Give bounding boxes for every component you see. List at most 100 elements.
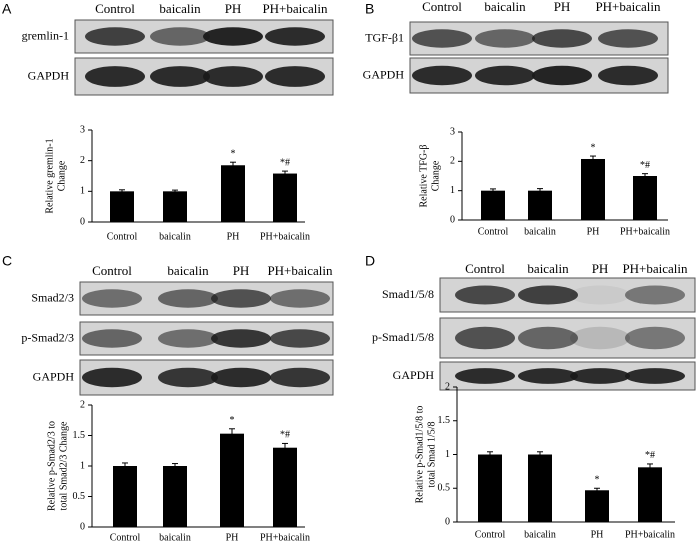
x-tick-label: PH (227, 231, 240, 242)
panel-letter: D (365, 253, 375, 269)
bar (273, 447, 297, 527)
blot-row-label: Smad1/5/8 (382, 287, 434, 301)
blot-row-label: p-Smad1/5/8 (372, 330, 434, 344)
blot-band (455, 285, 515, 305)
x-tick-label: baicalin (159, 532, 191, 543)
bar (481, 190, 505, 220)
annotation: * (595, 475, 600, 486)
y-tick-label: 0 (80, 216, 85, 227)
y-tick-label: 0.5 (438, 483, 451, 494)
blot-band (265, 66, 325, 87)
bar (163, 466, 187, 527)
blot-band (518, 285, 578, 305)
annotation: *# (640, 160, 650, 171)
panel-letter: B (365, 1, 374, 17)
x-tick-label: PH+baicalin (625, 529, 675, 540)
blot-band (625, 326, 685, 350)
blot-column-label: Control (422, 0, 462, 14)
y-tick-label: 0 (80, 521, 85, 532)
bar (163, 191, 187, 222)
blot-band (158, 289, 218, 308)
y-tick-label: 0 (445, 516, 450, 527)
blot-row-label: GAPDH (28, 68, 70, 82)
blot-row-label: gremlin-1 (22, 28, 69, 42)
annotation: *# (645, 450, 655, 461)
x-tick-label: baicalin (524, 226, 556, 237)
blot-band (475, 29, 535, 48)
blot-band (570, 368, 630, 384)
blot-band (158, 329, 218, 348)
x-tick-label: Control (478, 226, 509, 237)
blot-band (598, 29, 658, 48)
blot-column-label: Control (92, 263, 132, 278)
blot-column-label: PH (233, 263, 250, 278)
blot-column-label: PH+baicalin (622, 261, 688, 276)
y-tick-label: 1 (80, 460, 85, 471)
blot-band (455, 368, 515, 384)
y-axis-label: Relative TFG-β (418, 145, 429, 208)
blot-band (85, 66, 145, 87)
blot-column-label: baicalin (484, 0, 526, 14)
y-tick-label: 1.5 (73, 430, 86, 441)
blot-band (203, 27, 263, 46)
x-tick-label: Control (107, 231, 138, 242)
y-tick-label: 2 (80, 399, 85, 410)
blot-column-label: baicalin (167, 263, 209, 278)
blot-band (532, 65, 592, 86)
x-tick-label: PH (591, 529, 604, 540)
y-axis-label: total Smad2/3 Change (58, 421, 69, 510)
bar (528, 454, 552, 522)
y-tick-label: 0.5 (73, 491, 86, 502)
blot-column-label: PH (592, 261, 609, 276)
blot-band (270, 367, 330, 388)
blot-band (625, 368, 685, 384)
annotation: *# (280, 157, 290, 168)
y-tick-label: 1.5 (438, 415, 451, 426)
x-tick-label: PH+baicalin (620, 226, 670, 237)
y-axis-label: total Smad 1/5/8 (426, 421, 437, 487)
blot-column-label: PH+baicalin (267, 263, 333, 278)
blot-band (82, 367, 142, 388)
blot-column-label: PH (554, 0, 571, 14)
y-tick-label: 3 (80, 124, 85, 135)
y-tick-label: 0 (450, 214, 455, 225)
y-tick-label: 1 (80, 186, 85, 197)
y-axis-label: Change (56, 160, 67, 191)
y-tick-label: 1 (450, 185, 455, 196)
x-tick-label: baicalin (159, 231, 191, 242)
blot-band (85, 27, 145, 46)
blot-band (158, 367, 218, 388)
blot-band (150, 27, 210, 46)
bar (638, 467, 662, 522)
annotation: * (591, 142, 596, 153)
bar (585, 490, 609, 522)
blot-band (82, 289, 142, 308)
blot-band (211, 289, 271, 308)
blot-row-label: TGF-β1 (365, 30, 404, 44)
blot-band (518, 368, 578, 384)
blot-band (518, 326, 578, 350)
y-tick-label: 2 (80, 155, 85, 166)
blot-column-label: Control (465, 261, 505, 276)
blot-row-label: Smad2/3 (31, 290, 74, 304)
y-tick-label: 1 (445, 449, 450, 460)
blot-column-label: baicalin (527, 261, 569, 276)
blot-band (455, 326, 515, 350)
blot-band (625, 285, 685, 305)
y-tick-label: 2 (445, 381, 450, 392)
y-tick-label: 2 (450, 156, 455, 167)
blot-column-label: PH+baicalin (262, 1, 328, 16)
x-tick-label: PH+baicalin (260, 532, 310, 543)
annotation: *# (280, 430, 290, 441)
blot-row-label: GAPDH (363, 67, 405, 81)
blot-row-label: GAPDH (33, 369, 75, 383)
blot-column-label: PH (225, 1, 242, 16)
y-tick-label: 3 (450, 126, 455, 137)
blot-column-label: PH+baicalin (595, 0, 661, 14)
blot-band (265, 27, 325, 46)
bar (110, 191, 134, 222)
blot-band (412, 65, 472, 86)
y-axis-label: Change (430, 160, 441, 191)
blot-band (82, 329, 142, 348)
